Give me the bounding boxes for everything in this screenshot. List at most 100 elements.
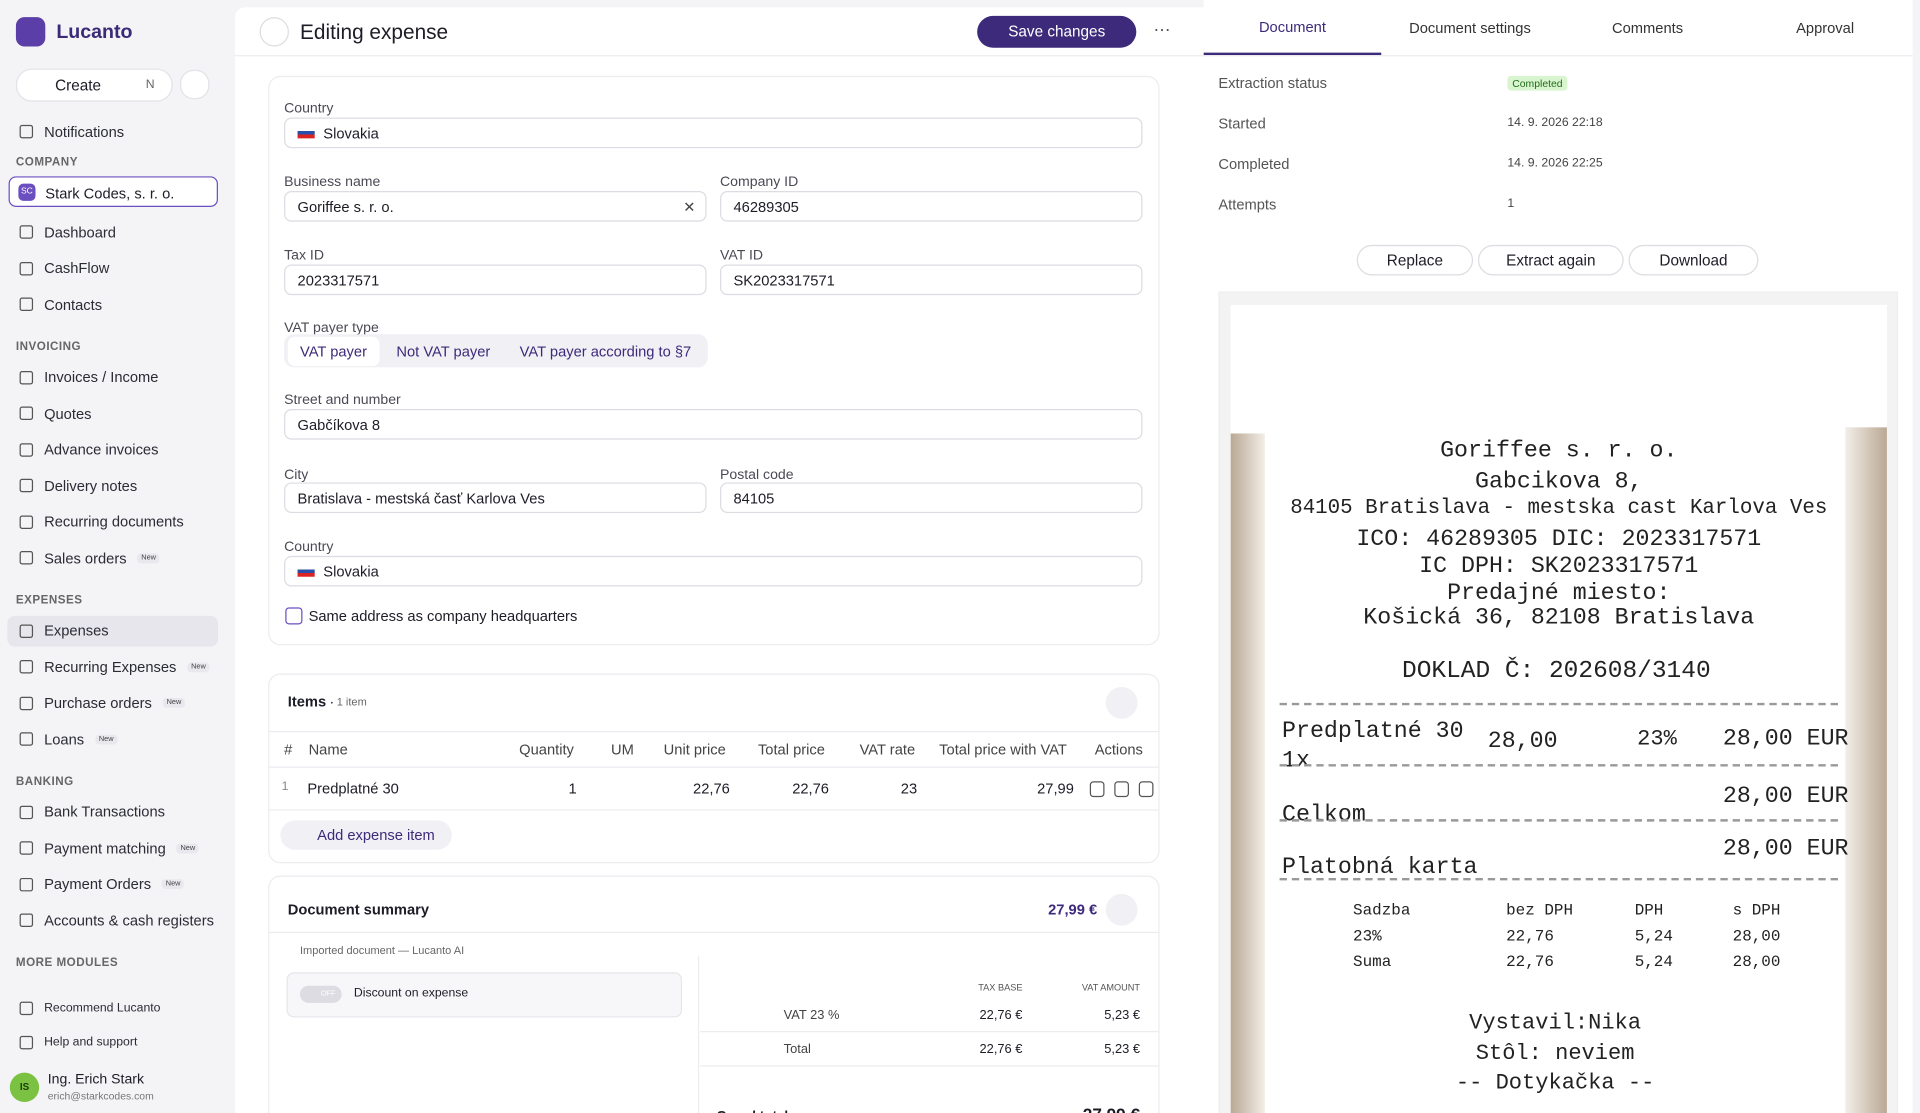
column-header: Total price <box>757 740 825 758</box>
toggle[interactable]: OFF <box>300 985 342 1003</box>
cell: 23 <box>900 780 918 798</box>
row-action[interactable] <box>1138 781 1154 798</box>
input[interactable]: Slovakia <box>284 117 1143 149</box>
nav-item[interactable]: CashFlow <box>7 253 218 284</box>
input[interactable]: Gabčíkova 8 <box>284 408 1143 440</box>
receipt-rule <box>1279 702 1838 706</box>
icon <box>19 913 34 927</box>
document-preview: Goriffee s. r. o. Gabcikova 8, 84105 Brati… <box>1218 291 1898 1113</box>
input[interactable]: Bratislava - mestská časť Karlova Ves <box>284 482 707 514</box>
create-button[interactable]: Create N <box>15 68 173 102</box>
segment-option[interactable]: VAT payer according to §7 <box>519 342 692 360</box>
nav-label: Delivery notes <box>44 476 138 495</box>
tab[interactable]: Document settings <box>1409 18 1531 37</box>
collapse-button[interactable] <box>1105 893 1138 926</box>
tab[interactable]: Comments <box>1612 18 1684 37</box>
nav-item[interactable]: Advance invoices <box>7 434 218 465</box>
items-title: Items <box>287 693 327 711</box>
action-button[interactable]: Extract again <box>1477 244 1624 276</box>
input[interactable]: Slovakia <box>284 555 1143 587</box>
nav-label: Recurring documents <box>44 513 184 531</box>
rule <box>697 956 700 1113</box>
cell: 22,76 <box>693 780 730 798</box>
icon <box>19 551 34 565</box>
nav-label: Recurring Expenses <box>44 658 177 676</box>
badge: New <box>95 734 118 744</box>
receipt-text: 23% <box>1353 926 1382 946</box>
footer-link[interactable]: Recommend Lucanto <box>7 993 218 1024</box>
company-name: Stark Codes, s. r. o. <box>45 184 175 203</box>
footer-label: Help and support <box>44 1035 138 1050</box>
nav-item[interactable]: Loans New <box>7 724 218 755</box>
row-action[interactable] <box>1114 781 1129 798</box>
nav-item[interactable]: Quotes <box>7 398 218 429</box>
nav-label: Invoices / Income <box>44 368 159 386</box>
input[interactable]: Goriffee s. r. o. ✕ <box>284 191 707 222</box>
user-name: Ing. Erich Stark <box>47 1072 145 1088</box>
segment-option[interactable]: Not VAT payer <box>396 342 491 360</box>
column-header: Actions <box>1094 740 1143 758</box>
receipt-rule <box>1279 877 1838 881</box>
nav-item[interactable]: Purchase orders New <box>7 688 218 719</box>
receipt-text: 28,00 EUR <box>1722 782 1849 810</box>
nav-item[interactable]: Contacts <box>7 289 218 320</box>
cell: 1 <box>281 780 289 794</box>
items-count: 1 item <box>336 695 367 708</box>
nav-item[interactable]: Notifications <box>7 116 218 147</box>
back-button[interactable] <box>259 17 289 47</box>
receipt-text: 22,76 <box>1506 952 1554 972</box>
segment-option[interactable]: VAT payer <box>287 336 380 366</box>
nav-item[interactable]: Delivery notes <box>7 470 218 501</box>
receipt-text: Košická 36, 82108 Bratislava <box>1363 603 1755 631</box>
nav-item[interactable]: Payment matching New <box>7 833 218 864</box>
field-label: Tax ID <box>284 248 324 264</box>
icon <box>19 805 34 819</box>
nav-item[interactable]: Dashboard <box>7 217 218 248</box>
tab[interactable]: Document <box>1203 0 1382 56</box>
nav-item[interactable]: Sales orders New <box>7 542 218 573</box>
action-button[interactable]: Replace <box>1356 244 1474 276</box>
import-note: Imported document — Lucanto AI <box>300 944 465 957</box>
column-header: UM <box>611 740 634 758</box>
nav-item[interactable]: Accounts & cash registers <box>7 905 218 936</box>
clear-button[interactable]: ✕ <box>683 197 696 215</box>
receipt-text: 28,00 <box>1732 952 1781 972</box>
nav-item[interactable]: Expenses <box>7 615 218 646</box>
add-item-button[interactable]: Add expense item <box>280 820 452 850</box>
button-label: Extract again <box>1506 251 1596 269</box>
input[interactable]: SK2023317571 <box>720 264 1143 296</box>
input[interactable]: 46289305 <box>720 191 1143 222</box>
column-header: VAT AMOUNT <box>1081 982 1141 994</box>
field-label: Postal code <box>720 467 794 483</box>
column-header: TAX BASE <box>978 982 1023 994</box>
row-action[interactable] <box>1089 781 1105 798</box>
collapse-button[interactable] <box>1105 686 1138 719</box>
field-label: Company ID <box>720 175 799 190</box>
rule <box>700 1065 1159 1067</box>
nav-item[interactable]: Recurring documents <box>7 506 218 537</box>
company-select[interactable]: SC Stark Codes, s. r. o. <box>8 176 218 207</box>
icon <box>19 660 34 674</box>
input[interactable]: 84105 <box>720 482 1143 514</box>
action-button[interactable]: Download <box>1628 244 1759 276</box>
receipt-text: Stôl: neviem <box>1475 1042 1635 1067</box>
input[interactable]: 2023317571 <box>284 264 707 296</box>
footer-link[interactable]: Help and support <box>7 1027 218 1058</box>
table-rule <box>269 766 1159 768</box>
field-label: Country <box>284 540 334 555</box>
nav-item[interactable]: Recurring Expenses New <box>7 651 218 682</box>
nav-item[interactable]: Invoices / Income <box>7 362 218 393</box>
icon <box>19 877 34 891</box>
nav-item[interactable]: Payment Orders New <box>7 869 218 900</box>
badge: New <box>176 843 199 853</box>
save-button[interactable]: Save changes <box>977 15 1137 48</box>
tab[interactable]: Approval <box>1796 18 1855 37</box>
checkbox[interactable] <box>285 607 303 625</box>
search-button[interactable] <box>180 69 210 100</box>
receipt-text: Vystavil:Nika <box>1469 1011 1642 1036</box>
nav-item[interactable]: Bank Transactions <box>7 797 218 828</box>
items-card: Items · 1 item # Name Quantity UM Unit price Tot… <box>268 673 1160 864</box>
more-button[interactable]: ⋯ <box>1153 19 1171 40</box>
